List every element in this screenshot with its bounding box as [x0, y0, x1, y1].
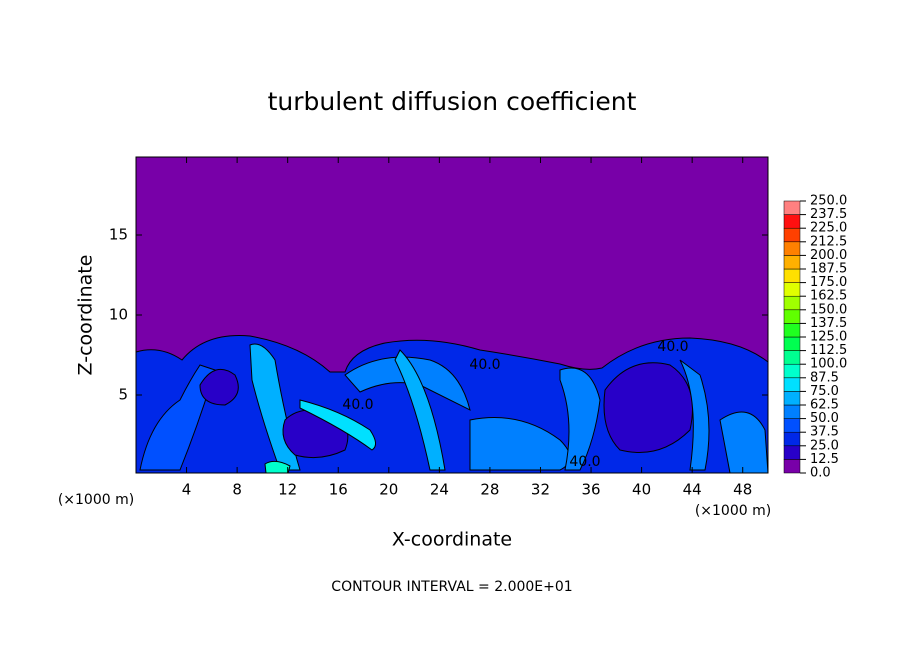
colorbar-label: 200.0: [810, 248, 847, 263]
x-tick-label: 40: [632, 481, 651, 499]
x-tick-label: 4: [182, 481, 192, 499]
colorbar-label: 75.0: [810, 384, 839, 399]
colorbar-swatch: [783, 363, 801, 379]
colorbar-swatch: [783, 431, 801, 447]
colorbar-label: 25.0: [810, 438, 839, 453]
colorbar-label: 250.0: [810, 194, 847, 209]
colorbar-label: 150.0: [810, 302, 847, 317]
x-tick-label: 48: [733, 481, 752, 499]
colorbar-label: 0.0: [810, 466, 831, 481]
field-region: [394, 349, 446, 471]
colorbar-label: 225.0: [810, 221, 847, 236]
colorbar-label: 137.5: [810, 316, 847, 331]
colorbar-swatch: [783, 282, 801, 297]
field-region: [264, 460, 291, 473]
contour-label: 40.0: [569, 454, 600, 470]
colorbar-swatch: [783, 295, 801, 311]
chart-title: turbulent diffusion coefficient: [268, 87, 637, 116]
colorbar-label: 162.5: [810, 289, 847, 304]
colorbar-label: 100.0: [810, 357, 847, 372]
colorbar-swatch: [783, 418, 801, 433]
colorbar-swatch: [783, 350, 801, 365]
colorbar-swatch: [783, 200, 801, 215]
x-tick-label: 16: [329, 481, 348, 499]
y-tick-label: 10: [109, 306, 128, 324]
field-region: [559, 367, 601, 471]
x-unit-label: (×1000 m): [695, 503, 771, 519]
colorbar-swatch: [783, 214, 801, 229]
field-region: [299, 399, 376, 451]
colorbar-swatch: [783, 309, 801, 324]
field: 40.0 40.0 40.0 40.0: [136, 157, 768, 473]
colorbar-label: 37.5: [810, 425, 839, 440]
x-tick-label: 20: [379, 481, 398, 499]
y-tick-label: 15: [109, 226, 128, 244]
x-axis-label: X-coordinate: [392, 529, 512, 551]
x-tick-label: 28: [480, 481, 499, 499]
colorbar-swatch: [783, 268, 801, 283]
colorbar-label: 187.5: [810, 262, 847, 277]
field-region: [139, 364, 216, 471]
colorbar-label: 112.5: [810, 343, 847, 358]
x-tick-label: 36: [581, 481, 600, 499]
x-unit-label: (×1000 m): [58, 492, 134, 508]
field-region: [679, 359, 710, 471]
colorbar-label: 175.0: [810, 275, 847, 290]
colorbar-swatch: [783, 227, 801, 243]
footnote: CONTOUR INTERVAL = 2.000E+01: [331, 579, 572, 595]
colorbar-label: 212.5: [810, 234, 847, 249]
contour-label: 40.0: [657, 339, 688, 355]
field-region: [469, 417, 571, 471]
x-tick-label: 24: [430, 481, 449, 499]
contour-label: 40.0: [342, 397, 373, 413]
field-region: [344, 356, 471, 411]
colorbar-swatch: [783, 391, 801, 406]
colorbar-swatch: [783, 377, 801, 392]
y-tick-label: 5: [118, 386, 128, 404]
field-region: [603, 362, 693, 453]
colorbar-label: 12.5: [810, 452, 839, 467]
field-region: [199, 368, 239, 406]
colorbar-swatch: [783, 459, 801, 474]
colorbar-label: 87.5: [810, 370, 839, 385]
colorbar-swatch: [783, 323, 801, 338]
colorbar-swatch: [783, 336, 801, 351]
colorbar-label: 62.5: [810, 398, 839, 413]
colorbar-swatch: [783, 241, 801, 256]
y-axis-label: Z-coordinate: [75, 255, 97, 376]
colorbar-swatch: [783, 255, 801, 270]
colorbar-label: 50.0: [810, 411, 839, 426]
contour-label: 40.0: [469, 357, 500, 373]
colorbar-label: 125.0: [810, 330, 847, 345]
colorbar-swatch: [783, 445, 801, 460]
x-tick-label: 12: [278, 481, 297, 499]
x-tick-label: 8: [232, 481, 242, 499]
colorbar-label: 237.5: [810, 207, 847, 222]
colorbar-swatch: [783, 404, 801, 419]
x-tick-label: 44: [683, 481, 702, 499]
x-tick-label: 32: [531, 481, 550, 499]
